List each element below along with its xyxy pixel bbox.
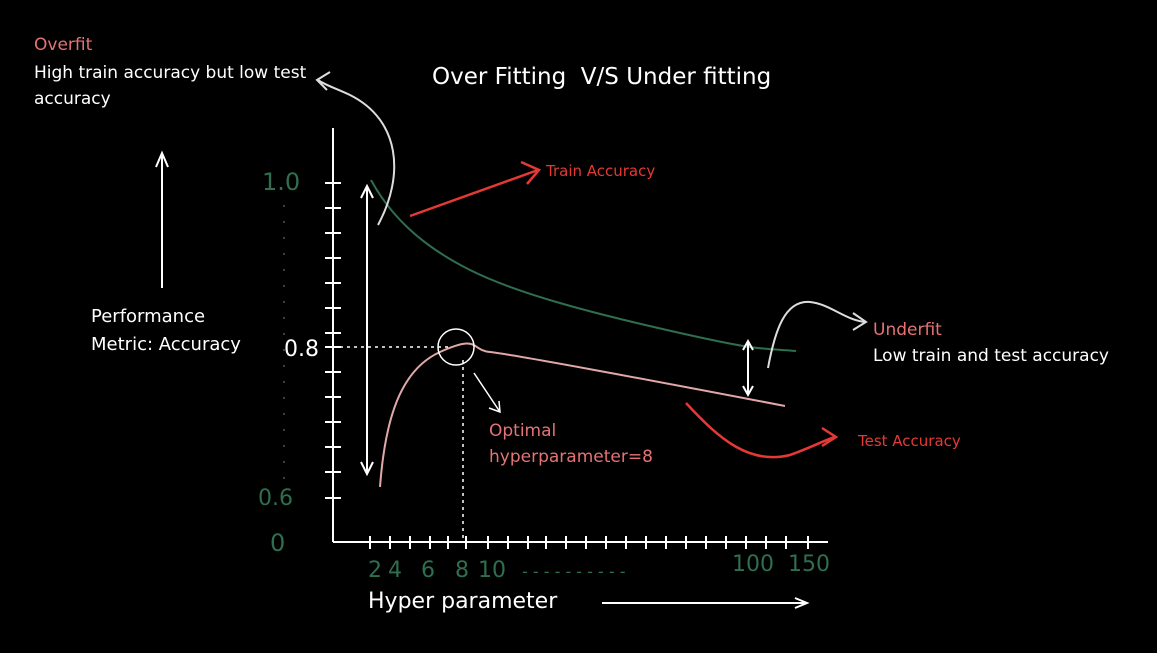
x-tick-label-dashes: - - - - - - - - - - (522, 562, 626, 581)
underfit-heading: Underfit (873, 320, 942, 340)
x-tick-label-150: 150 (788, 552, 830, 577)
underfit-curved-arrow-icon (767, 300, 868, 369)
train-accuracy-curve (370, 179, 797, 352)
optimal-label-line-2: hyperparameter=8 (489, 447, 653, 467)
y-axis-title-line-2: Metric: Accuracy (91, 334, 241, 355)
x-tick-label-6: 6 (421, 558, 435, 583)
underfit-gap-arrow-icon (742, 338, 754, 398)
underfit-description: Low train and test accuracy (873, 346, 1109, 366)
optimal-hyperparameter-label: Optimal hyperparameter=8 (489, 418, 689, 470)
y-tick-label-0-6: 0.6 (258, 486, 293, 511)
optimal-point-marker (437, 328, 475, 366)
test-accuracy-curve (379, 342, 786, 488)
y-axis-title: Performance Metric: Accuracy (91, 303, 271, 359)
y-label-up-arrow-icon (155, 150, 169, 288)
overfit-description: High train accuracy but low test accurac… (34, 63, 307, 109)
train-accuracy-arrow-icon (409, 160, 542, 218)
y-axis-ticks (325, 182, 341, 499)
y-tick-label-1-0: 1.0 (262, 168, 300, 196)
x-tick-label-10: 10 (478, 558, 506, 583)
x-tick-label-8: 8 (455, 558, 469, 583)
diagram-title: Over Fitting V/S Under fitting (432, 64, 772, 90)
y-tick-label-0: 0 (270, 529, 285, 557)
optimal-arrow-icon (473, 372, 501, 414)
x-label-right-arrow-icon (602, 597, 810, 609)
x-axis-ticks (369, 536, 809, 549)
overfit-gap-arrow-icon (360, 183, 374, 477)
test-accuracy-label: Test Accuracy (858, 432, 961, 450)
y-axis-title-line-1: Performance (91, 306, 206, 327)
optimal-label-line-1: Optimal (489, 421, 557, 441)
x-axis-title: Hyper parameter (368, 589, 558, 614)
x-tick-label-2: 2 (368, 558, 382, 583)
train-accuracy-label: Train Accuracy (546, 162, 656, 180)
overfit-heading: Overfit (34, 35, 93, 55)
x-tick-label-100: 100 (732, 552, 774, 577)
x-tick-label-4: 4 (388, 558, 402, 583)
test-accuracy-arrow-icon (685, 402, 839, 459)
overfit-curved-arrow-icon (315, 71, 396, 226)
y-tick-label-0-8: 0.8 (284, 337, 319, 362)
